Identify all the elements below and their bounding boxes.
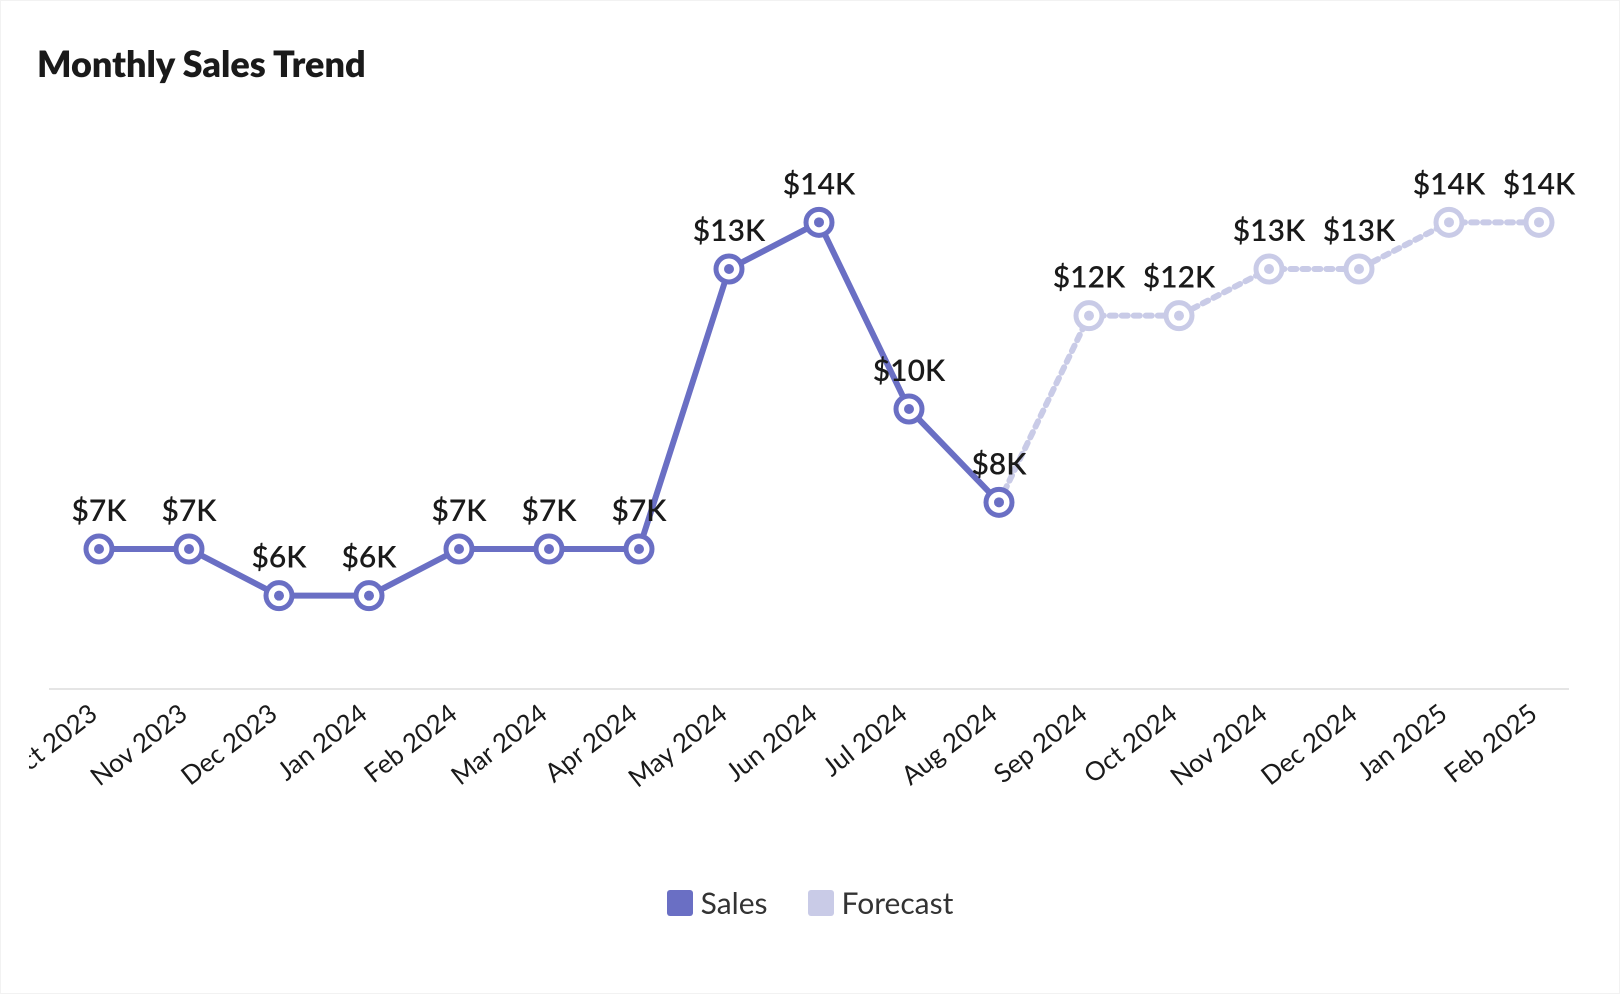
- sales-data-label: $6K: [251, 539, 307, 575]
- forecast-data-label: $12K: [1143, 259, 1216, 295]
- sales-data-label: $7K: [521, 492, 577, 528]
- legend-item-sales[interactable]: Sales: [667, 885, 768, 921]
- sales-marker-dot: [724, 264, 734, 274]
- legend-swatch-sales: [667, 890, 693, 916]
- sales-data-label: $7K: [71, 492, 127, 528]
- legend-item-forecast[interactable]: Forecast: [808, 885, 954, 921]
- chart-plot: Oct 2023Nov 2023Dec 2023Jan 2024Feb 2024…: [29, 109, 1589, 879]
- forecast-marker-dot: [1264, 264, 1274, 274]
- forecast-marker-dot: [1534, 217, 1544, 227]
- x-axis-label: Aug 2024: [895, 697, 1003, 791]
- sales-marker-dot: [994, 497, 1004, 507]
- sales-data-label: $7K: [611, 492, 667, 528]
- sales-marker-dot: [184, 544, 194, 554]
- legend-swatch-forecast: [808, 890, 834, 916]
- x-axis-label: Mar 2024: [444, 697, 552, 792]
- forecast-marker-dot: [1444, 217, 1454, 227]
- sales-data-label: $7K: [431, 492, 487, 528]
- sales-marker-dot: [94, 544, 104, 554]
- forecast-marker-dot: [1354, 264, 1364, 274]
- sales-marker-dot: [454, 544, 464, 554]
- forecast-data-label: $13K: [1323, 212, 1396, 248]
- x-axis-label: Sep 2024: [987, 697, 1093, 790]
- forecast-data-label: $12K: [1053, 259, 1126, 295]
- forecast-data-label: $14K: [1413, 165, 1486, 201]
- x-axis-label: Jan 2025: [1350, 697, 1452, 787]
- sales-marker-dot: [814, 217, 824, 227]
- sales-marker-dot: [634, 544, 644, 554]
- chart-legend: Sales Forecast: [29, 885, 1591, 921]
- x-axis-label: Feb 2025: [1437, 697, 1542, 789]
- legend-label-sales: Sales: [701, 885, 768, 921]
- x-axis-label: Nov 2023: [83, 697, 192, 792]
- x-axis-label: Nov 2024: [1163, 697, 1272, 792]
- sales-data-label: $7K: [161, 492, 217, 528]
- forecast-marker-dot: [1174, 311, 1184, 321]
- sales-data-label: $13K: [693, 212, 766, 248]
- sales-marker-dot: [904, 404, 914, 414]
- sales-marker-dot: [364, 591, 374, 601]
- forecast-data-label: $13K: [1233, 212, 1306, 248]
- chart-title: Monthly Sales Trend: [37, 41, 1591, 85]
- monthly-sales-trend-chart: Monthly Sales Trend Oct 2023Nov 2023Dec …: [0, 0, 1620, 994]
- legend-label-forecast: Forecast: [842, 885, 954, 921]
- forecast-data-label: $14K: [1503, 165, 1576, 201]
- x-axis-label: Jan 2024: [270, 697, 372, 787]
- sales-data-label: $6K: [341, 539, 397, 575]
- forecast-marker-dot: [1084, 311, 1094, 321]
- x-axis-label: Dec 2023: [174, 697, 283, 792]
- x-axis-label: Oct 2024: [1077, 697, 1183, 790]
- x-axis-label: Jun 2024: [719, 697, 823, 788]
- sales-marker-dot: [544, 544, 554, 554]
- x-axis-label: Feb 2024: [357, 697, 462, 789]
- sales-data-label: $8K: [971, 445, 1027, 481]
- x-axis-label: May 2024: [621, 697, 732, 794]
- x-axis-label: Dec 2024: [1254, 697, 1363, 792]
- sales-marker-dot: [274, 591, 284, 601]
- sales-data-label: $14K: [783, 165, 856, 201]
- sales-data-label: $10K: [873, 352, 946, 388]
